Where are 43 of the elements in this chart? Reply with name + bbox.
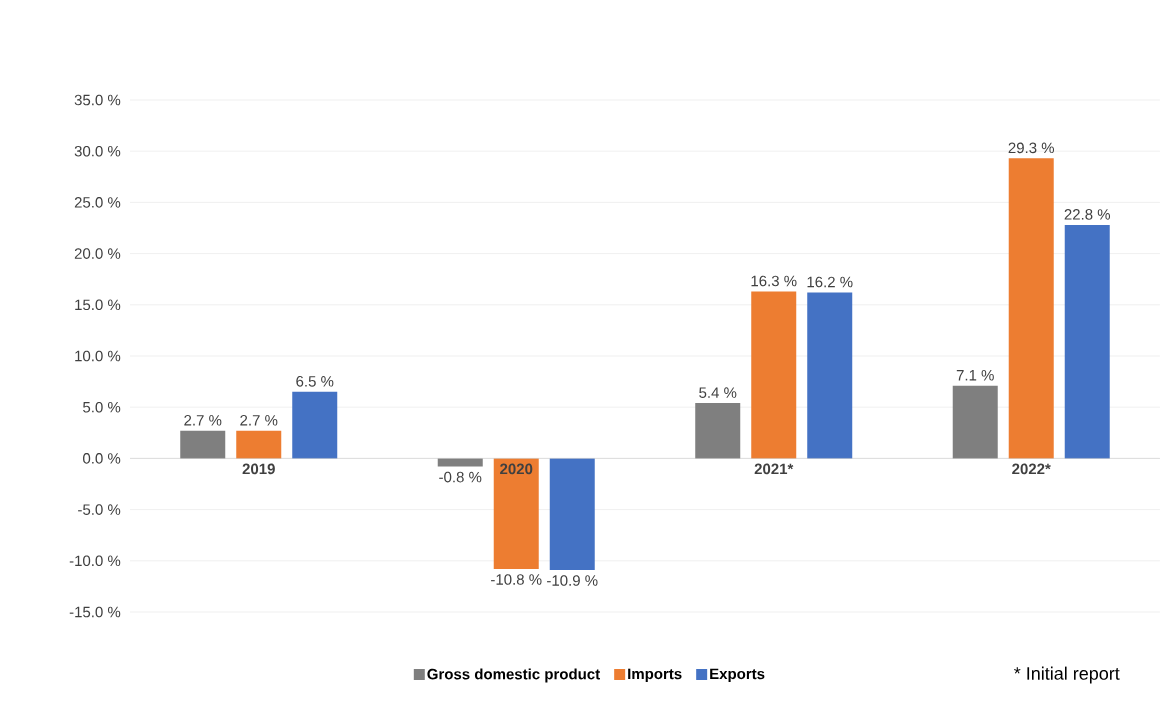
bar [1008, 158, 1054, 459]
data-label: -10.8 % [491, 574, 542, 585]
y-tick-label: -15.0 % [69, 606, 121, 618]
y-tick-label: 20.0 % [74, 248, 121, 259]
bar [807, 292, 853, 459]
x-tick-label: 2020 [500, 463, 533, 475]
data-label: -10.9 % [547, 575, 598, 586]
y-tick-label: 25.0 % [74, 197, 121, 208]
data-label: 16.3 % [751, 275, 797, 287]
text: * Initial report [1014, 666, 1120, 684]
data-label: 16.2 % [807, 276, 853, 288]
data-label: 2.7 % [240, 414, 278, 426]
bar [180, 430, 226, 459]
x-tick-label: 2021* [754, 463, 794, 475]
bar [236, 430, 282, 459]
bar [952, 385, 998, 459]
x-tick-label: 2019 [242, 463, 275, 475]
data-label: 5.4 % [699, 387, 737, 398]
data-label: 22.8 % [1064, 209, 1111, 220]
bar [549, 458, 595, 571]
y-tick-label: -10.0 % [69, 555, 121, 567]
data-label: -0.8 % [439, 471, 482, 483]
bar [493, 458, 539, 569]
y-tick-label: 35.0 % [74, 94, 121, 106]
x-tick-label: 2022* [1012, 463, 1051, 475]
bar [751, 291, 797, 459]
y-tick-label: 0.0 % [83, 453, 121, 464]
data-label: 7.1 % [956, 370, 994, 381]
legend-label: Imports [628, 668, 682, 683]
data-label: 2.7 % [184, 414, 222, 426]
bar [1064, 224, 1110, 459]
data-label: 29.3 % [1008, 142, 1055, 154]
bar [437, 458, 483, 467]
y-tick-label: 5.0 % [83, 401, 121, 413]
y-tick-label: 30.0 % [74, 145, 121, 157]
legend-label: Gross domestic product [427, 668, 600, 683]
legend-label: Exports [710, 668, 765, 683]
y-tick-label: -5.0 % [78, 504, 121, 515]
y-tick-label: 15.0 % [75, 299, 121, 311]
bar [292, 391, 338, 459]
y-tick-label: 10.0 % [75, 350, 121, 362]
bar [695, 403, 741, 459]
data-label: 6.5 % [296, 376, 334, 387]
